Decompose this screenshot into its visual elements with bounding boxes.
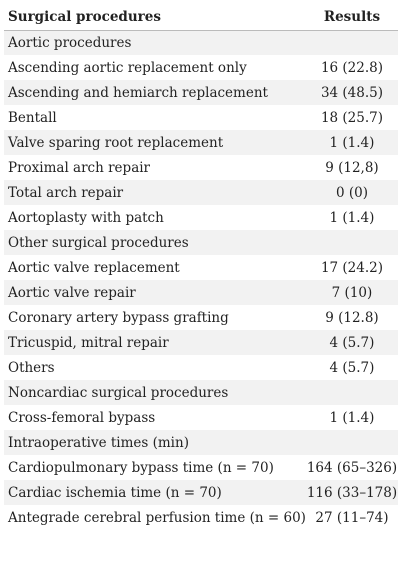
- result-cell: 9 (12.8): [325, 309, 379, 326]
- data-row: Aortic valve replacement 17 (24.2): [4, 255, 398, 280]
- result-cell: 1 (1.4): [329, 409, 375, 426]
- header-cell: Surgical procedures: [4, 5, 306, 31]
- result-cell: 18 (25.7): [320, 109, 383, 126]
- result-cell: 16 (22.8): [320, 59, 383, 76]
- data-row: Tricuspid, mitral repair 4 (5.7): [4, 330, 398, 355]
- label-cell: Cardiopulmonary bypass time (n = 70): [8, 459, 274, 476]
- label-cell: Valve sparing root replacement: [4, 130, 306, 155]
- result-cell: 0 (0): [305, 180, 398, 205]
- results-table: Surgical procedures Results Aortic proce…: [4, 5, 398, 530]
- result-cell: [305, 30, 398, 55]
- data-row: Cardiac ischemia time (n = 70) 116 (33–17…: [4, 480, 398, 505]
- result-cell: 17 (24.2): [320, 259, 383, 276]
- result-cell: 9 (12,8): [325, 159, 379, 176]
- label-cell: Proximal arch repair: [8, 159, 151, 176]
- label-cell: Ascending and hemiarch replacement: [4, 80, 306, 105]
- label-cell: Bentall: [8, 109, 57, 126]
- label-cell: Aortic procedures: [4, 30, 306, 55]
- data-row: Cardiopulmonary bypass time (n = 70) 164 …: [4, 455, 398, 480]
- result-cell: 1 (1.4): [329, 209, 375, 226]
- label-cell: Other surgical procedures: [4, 230, 306, 255]
- result-cell: 164 (65–326): [306, 459, 398, 476]
- label-cell: Aortoplasty with patch: [8, 209, 164, 226]
- result-cell: 34 (48.5): [305, 80, 398, 105]
- data-row: Aortoplasty with patch 1 (1.4): [4, 205, 398, 230]
- result-cell: [305, 430, 398, 455]
- result-cell: 4 (5.7): [305, 330, 398, 355]
- label-cell: Others: [8, 359, 55, 376]
- data-row: Others 4 (5.7): [4, 355, 398, 380]
- label-cell: Tricuspid, mitral repair: [4, 330, 306, 355]
- data-row: Ascending aortic replacement only 16 (22.…: [4, 55, 398, 80]
- data-row: Cross-femoral bypass 1 (1.4): [4, 405, 398, 430]
- result-cell: [305, 380, 398, 405]
- label-cell: Antegrade cerebral perfusion time (n = 6…: [8, 509, 306, 526]
- section-row: Intraoperative times (min): [4, 430, 398, 455]
- data-row: Aortic valve repair 7 (10): [4, 280, 398, 305]
- label-cell: Cross-femoral bypass: [8, 409, 156, 426]
- header-cell: Results: [305, 5, 398, 31]
- label-cell: Cardiac ischemia time (n = 70): [4, 480, 306, 505]
- result-cell: 116 (33–178): [305, 480, 398, 505]
- section-row: Noncardiac surgical procedures: [4, 380, 398, 405]
- result-cell: 4 (5.7): [329, 359, 375, 376]
- data-row: Coronary artery bypass grafting 9 (12.8): [4, 305, 398, 330]
- data-row: Total arch repair 0 (0): [4, 180, 398, 205]
- header-row: Surgical procedures Results: [4, 5, 398, 31]
- label-cell: Noncardiac surgical procedures: [4, 380, 306, 405]
- result-cell: 1 (1.4): [305, 130, 398, 155]
- data-row: Bentall 18 (25.7): [4, 105, 398, 130]
- label-cell: Total arch repair: [4, 180, 306, 205]
- section-row: Aortic procedures: [4, 30, 398, 55]
- data-row: Proximal arch repair 9 (12,8): [4, 155, 398, 180]
- table-body: Aortic procedures Ascending aortic replac…: [4, 30, 398, 530]
- label-cell: Aortic valve repair: [4, 280, 306, 305]
- data-row: Antegrade cerebral perfusion time (n = 6…: [4, 505, 398, 530]
- label-cell: Coronary artery bypass grafting: [8, 309, 229, 326]
- result-cell: 7 (10): [305, 280, 398, 305]
- label-cell: Ascending aortic replacement only: [8, 59, 247, 76]
- label-cell: Aortic valve replacement: [8, 259, 180, 276]
- section-row: Other surgical procedures: [4, 230, 398, 255]
- data-row: Ascending and hemiarch replacement 34 (48…: [4, 80, 398, 105]
- result-cell: 27 (11–74): [315, 509, 389, 526]
- result-cell: [305, 230, 398, 255]
- data-row: Valve sparing root replacement 1 (1.4): [4, 130, 398, 155]
- label-cell: Intraoperative times (min): [4, 430, 306, 455]
